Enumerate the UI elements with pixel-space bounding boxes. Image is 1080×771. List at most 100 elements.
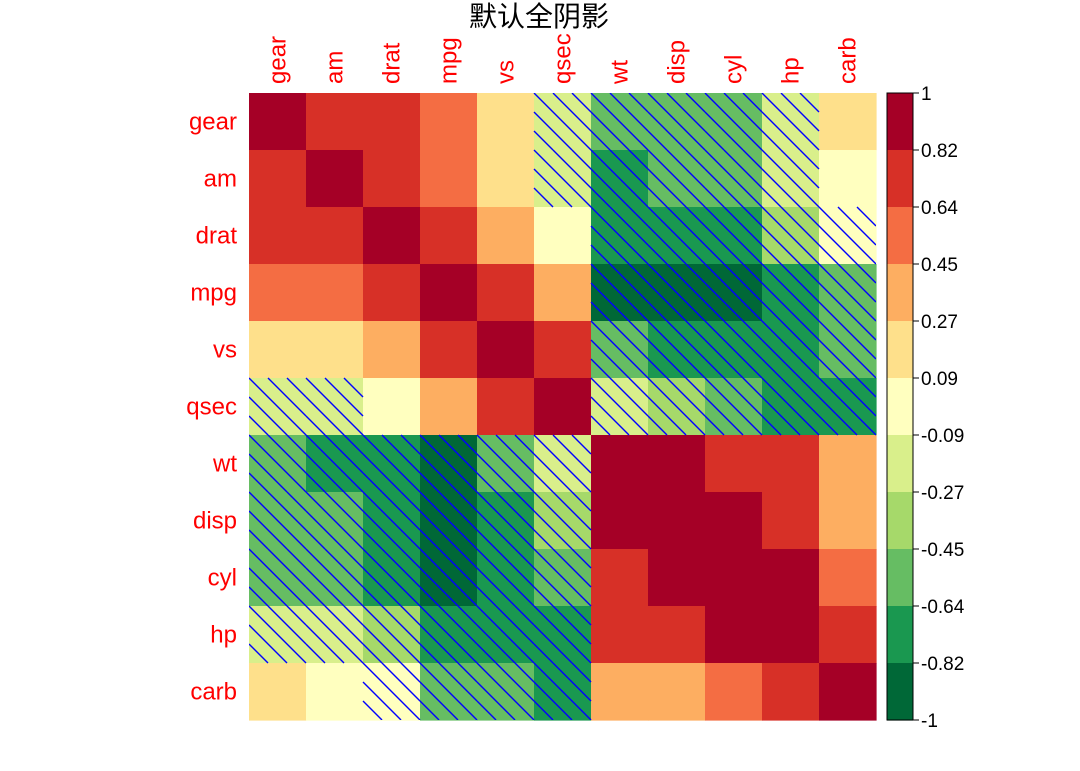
heatmap-cell-gear-gear — [249, 93, 307, 151]
heatmap-cell-hp-cyl — [705, 606, 763, 664]
hatch-vs-wt — [590, 320, 649, 379]
hatch-gear-wt — [590, 93, 649, 151]
hatch-drat-carb — [818, 206, 876, 265]
legend-swatch — [887, 492, 913, 550]
hatch-gear-qsec — [533, 93, 592, 151]
hatch-disp-mpg — [419, 491, 478, 550]
hatch-mpg-carb — [818, 263, 876, 322]
heatmap-cell-carb-cyl — [705, 663, 763, 721]
hatch-qsec-gear — [249, 377, 307, 436]
hatch-wt-qsec — [533, 434, 592, 493]
hatch-hp-qsec — [533, 605, 592, 664]
legend-tick-label: -1 — [921, 711, 938, 732]
heatmap-cell-hp-carb — [819, 606, 877, 664]
row-label-hp: hp — [210, 622, 237, 649]
heatmap-cell-cyl-cyl — [705, 549, 763, 607]
legend-swatch — [887, 663, 913, 721]
legend-swatch — [887, 150, 913, 208]
heatmap-cell-cyl-hp — [762, 549, 820, 607]
heatmap-cell-gear-mpg — [420, 93, 478, 151]
hatch-disp-qsec — [533, 491, 592, 550]
column-labels: gear am drat mpg vs qsec wt disp cyl hp carb — [265, 33, 862, 85]
hatch-qsec-hp — [761, 377, 820, 436]
heatmap-cell-drat-gear — [249, 207, 307, 265]
hatch-am-disp — [647, 149, 706, 208]
heatmap-cell-am-gear — [249, 150, 307, 208]
hatch-vs-cyl — [704, 320, 763, 379]
row-label-am: am — [204, 166, 237, 193]
heatmap-cell-carb-gear — [249, 663, 307, 721]
heatmap-cell-wt-disp — [648, 435, 706, 493]
heatmap-cell-drat-drat — [363, 207, 421, 265]
legend-tick-label: 1 — [921, 84, 932, 105]
column-label-carb: carb — [835, 37, 862, 84]
hatch-cyl-gear — [249, 548, 307, 607]
heatmap-cell-qsec-qsec — [534, 378, 592, 436]
hatch-qsec-cyl — [704, 377, 763, 436]
hatch-wt-vs — [476, 434, 535, 493]
hatch-cyl-vs — [476, 548, 535, 607]
hatch-carb-drat — [362, 662, 421, 720]
heatmap-cell-gear-vs — [477, 93, 535, 151]
hatch-qsec-am — [305, 377, 364, 436]
heatmap-cell-mpg-gear — [249, 264, 307, 322]
heatmap-cell-carb-carb — [819, 663, 877, 721]
heatmap-cell-vs-vs — [477, 321, 535, 379]
hatch-vs-carb — [818, 320, 876, 379]
row-label-carb: carb — [190, 679, 237, 706]
heatmap-cell-cyl-carb — [819, 549, 877, 607]
heatmap-cell-hp-disp — [648, 606, 706, 664]
hatch-hp-mpg — [419, 605, 478, 664]
legend-swatch — [887, 606, 913, 664]
heatmap-cell-carb-disp — [648, 663, 706, 721]
heatmap-cell-mpg-am — [306, 264, 364, 322]
heatmap-cell-drat-mpg — [420, 207, 478, 265]
legend-tick-label: 0.09 — [921, 369, 958, 390]
legend-tick-label: -0.64 — [921, 597, 965, 618]
hatch-am-hp — [761, 149, 820, 208]
heatmap-cell-carb-hp — [762, 663, 820, 721]
heatmap-cell-drat-qsec — [534, 207, 592, 265]
hatch-layer — [249, 93, 876, 720]
legend-tick-label: -0.82 — [921, 654, 964, 675]
heatmap-cell-am-carb — [819, 150, 877, 208]
legend-tick-label: -0.45 — [921, 540, 964, 561]
column-label-disp: disp — [664, 40, 691, 84]
hatch-wt-drat — [362, 434, 421, 493]
heatmap-cell-disp-hp — [762, 492, 820, 550]
hatch-disp-drat — [362, 491, 421, 550]
column-label-drat: drat — [379, 42, 406, 84]
column-label-qsec: qsec — [550, 33, 577, 84]
heatmap-cell-wt-carb — [819, 435, 877, 493]
hatch-vs-hp — [761, 320, 820, 379]
hatch-drat-cyl — [704, 206, 763, 265]
heatmap-cell-qsec-vs — [477, 378, 535, 436]
hatch-disp-gear — [249, 491, 307, 550]
hatch-hp-am — [305, 605, 364, 664]
heatmap-cell-disp-carb — [819, 492, 877, 550]
hatch-gear-disp — [647, 93, 706, 151]
heatmap-cell-vs-am — [306, 321, 364, 379]
hatch-qsec-carb — [818, 377, 876, 436]
legend-swatch — [887, 321, 913, 379]
chart-title: 默认全阴影 — [469, 0, 609, 33]
legend-border — [886, 92, 914, 721]
hatch-disp-am — [305, 491, 364, 550]
hatch-cyl-am — [305, 548, 364, 607]
color-legend: 1 0.82 0.64 0.45 0.27 0.09 -0.09 -0.27 -0.45 -0.6… — [886, 84, 965, 732]
legend-swatch — [887, 93, 913, 151]
hatch-am-wt — [590, 149, 649, 208]
legend-swatch — [887, 435, 913, 493]
hatch-am-cyl — [704, 149, 763, 208]
row-label-disp: disp — [193, 508, 237, 535]
heatmap-cell-am-mpg — [420, 150, 478, 208]
heatmap-cell-disp-wt — [591, 492, 649, 550]
row-label-drat: drat — [196, 223, 238, 250]
column-label-wt: wt — [607, 60, 634, 85]
heatmap-cell-gear-am — [306, 93, 364, 151]
row-label-mpg: mpg — [190, 280, 237, 307]
hatch-hp-vs — [476, 605, 535, 664]
heatmap-cell-gear-drat — [363, 93, 421, 151]
heatmap-cell-vs-mpg — [420, 321, 478, 379]
heatmap-cell-mpg-drat — [363, 264, 421, 322]
